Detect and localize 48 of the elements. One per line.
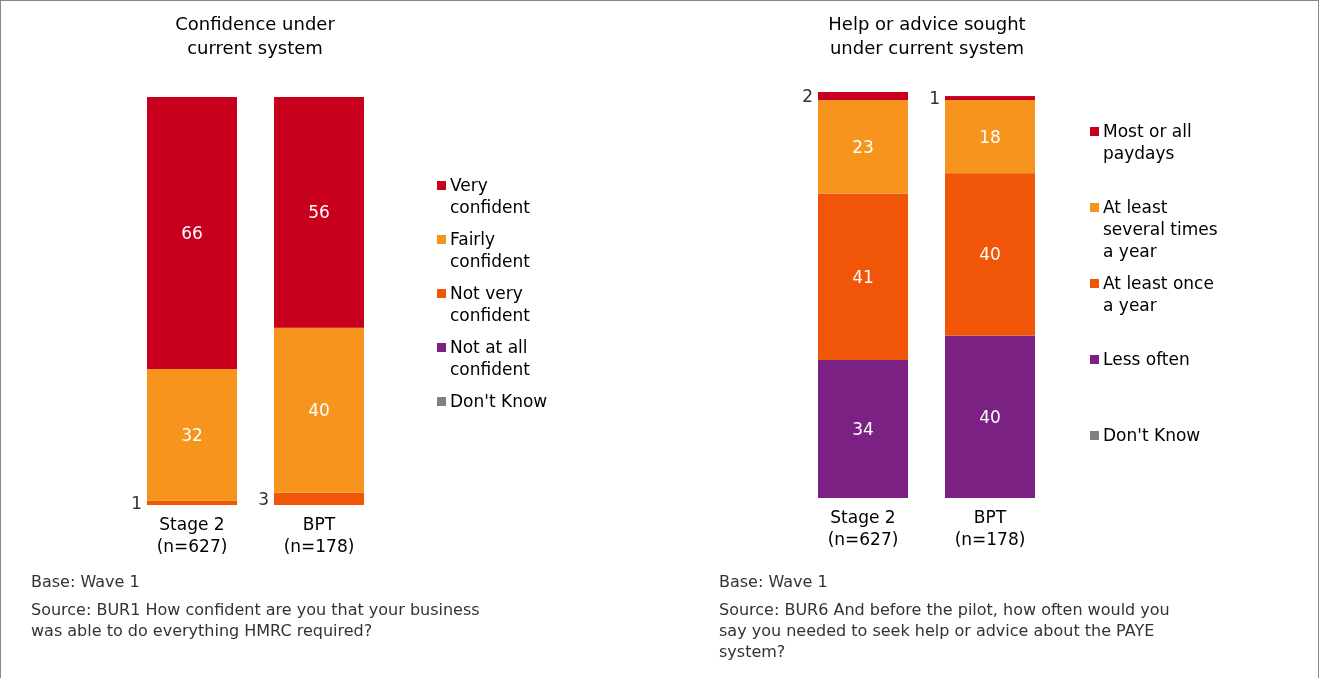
bar bbox=[818, 193, 908, 360]
x-tick-label: BPT (n=178) bbox=[954, 507, 1026, 549]
data-label: 40 bbox=[979, 244, 1001, 265]
x-tick-label: Stage 2 (n=627) bbox=[827, 507, 899, 549]
source-note: Source: BUR1 How confident are you that your business was able to do everything HMRC required? bbox=[31, 600, 480, 640]
bar bbox=[274, 97, 364, 328]
bar bbox=[147, 97, 237, 369]
legend-label: Most or all paydays bbox=[1103, 121, 1192, 163]
data-label: 1 bbox=[929, 88, 940, 109]
text: Base: Wave 1 bbox=[719, 572, 828, 591]
bar bbox=[147, 500, 237, 505]
legend-label: Not at all confident bbox=[450, 337, 531, 379]
data-label: 2 bbox=[802, 86, 813, 107]
legend-label: Less often bbox=[1103, 349, 1190, 369]
legend-label: At least once a year bbox=[1103, 273, 1214, 315]
data-label: 34 bbox=[852, 418, 874, 439]
x-tick-label: Stage 2 (n=627) bbox=[156, 514, 228, 556]
chart-title: Confidence under current system bbox=[175, 13, 336, 58]
bar bbox=[945, 100, 1035, 174]
legend-label: At least several times a year bbox=[1103, 197, 1218, 261]
bar bbox=[945, 335, 1035, 498]
bar bbox=[147, 369, 237, 501]
text: Base: Wave 1 bbox=[31, 572, 140, 591]
bar bbox=[818, 92, 908, 101]
data-label: 23 bbox=[852, 136, 874, 157]
bar bbox=[945, 173, 1035, 336]
data-label: 40 bbox=[308, 400, 330, 421]
data-label: 1 bbox=[131, 492, 142, 513]
bar bbox=[274, 492, 364, 505]
legend-label: Don't Know bbox=[1103, 425, 1201, 445]
data-label: 3 bbox=[258, 488, 269, 509]
x-tick-label: BPT (n=178) bbox=[283, 514, 355, 556]
data-label: 56 bbox=[308, 202, 330, 223]
data-label: 18 bbox=[979, 126, 1001, 147]
chart-title: Help or advice sought under current system bbox=[828, 13, 1026, 58]
data-label: 40 bbox=[979, 406, 1001, 427]
data-label: 41 bbox=[852, 266, 874, 287]
legend-label: Fairly confident bbox=[450, 229, 531, 271]
data-label: 66 bbox=[181, 222, 203, 243]
legend-label: Not very confident bbox=[450, 283, 531, 325]
legend-label: Don't Know bbox=[450, 391, 548, 411]
bar bbox=[818, 359, 908, 498]
bar bbox=[274, 327, 364, 493]
bar bbox=[818, 100, 908, 194]
source-note: Source: BUR6 And before the pilot, how often would you say you needed to seek help or advice about the PAYE system? bbox=[719, 600, 1170, 661]
bar bbox=[945, 96, 1035, 101]
legend-label: Very confident bbox=[450, 175, 531, 217]
data-label: 32 bbox=[181, 424, 203, 445]
